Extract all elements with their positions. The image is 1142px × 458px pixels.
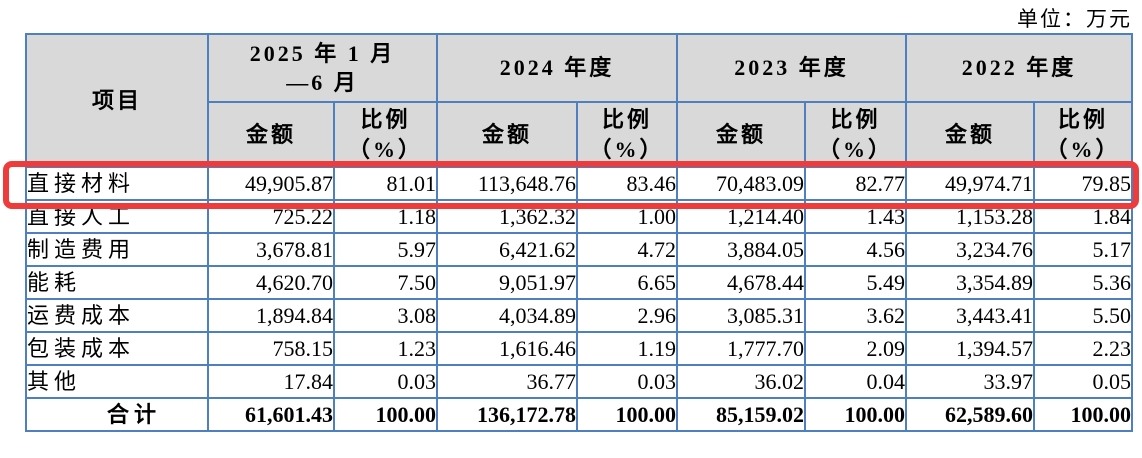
amount-header-2024: 金额	[436, 101, 578, 168]
ratio-cell: 5.50	[1033, 298, 1133, 333]
ratio-cell: 5.17	[1033, 232, 1133, 267]
ratio-cell: 1.43	[804, 199, 907, 234]
amount-cell: 1,153.28	[905, 199, 1035, 234]
amount-cell: 49,974.71	[905, 166, 1035, 201]
row-freight-cost: 运费成本 1,894.84 3.08 4,034.89 2.96 3,085.3…	[25, 298, 1133, 333]
label-cell: 运费成本	[25, 298, 209, 333]
period-header-2024: 2024 年度	[436, 33, 678, 103]
label-cell: 其他	[25, 364, 209, 399]
row-total: 合计 61,601.43 100.00 136,172.78 100.00 85…	[25, 397, 1133, 432]
row-other: 其他 17.84 0.03 36.77 0.03 36.02 0.04 33.9…	[25, 364, 1133, 399]
label-cell: 包装成本	[25, 331, 209, 366]
ratio-cell: 0.05	[1033, 364, 1133, 399]
ratio-cell: 82.77	[804, 166, 907, 201]
ratio-header-2024: 比例 （%）	[576, 101, 678, 168]
row-energy: 能耗 4,620.70 7.50 9,051.97 6.65 4,678.44 …	[25, 265, 1133, 300]
amount-cell: 70,483.09	[676, 166, 806, 201]
ratio-cell: 100.00	[1033, 397, 1133, 432]
amount-cell: 61,601.43	[207, 397, 335, 432]
ratio-cell: 1.84	[1033, 199, 1133, 234]
column-header-item: 项目	[25, 33, 209, 168]
ratio-cell: 100.00	[333, 397, 438, 432]
ratio-cell: 81.01	[333, 166, 438, 201]
ratio-cell: 7.50	[333, 265, 438, 300]
ratio-cell: 100.00	[576, 397, 678, 432]
amount-cell: 6,421.62	[436, 232, 578, 267]
amount-cell: 1,616.46	[436, 331, 578, 366]
amount-cell: 17.84	[207, 364, 335, 399]
ratio-cell: 2.09	[804, 331, 907, 366]
ratio-cell: 1.18	[333, 199, 438, 234]
amount-cell: 49,905.87	[207, 166, 335, 201]
amount-header-2023: 金额	[676, 101, 806, 168]
table-header-measure-row: 金额 比例 （%） 金额 比例 （%） 金额 比例 （%） 金额 比例 （%）	[26, 101, 1133, 168]
ratio-cell: 2.23	[1033, 331, 1133, 366]
ratio-cell: 5.49	[804, 265, 907, 300]
amount-cell: 3,085.31	[676, 298, 806, 333]
amount-cell: 1,362.32	[436, 199, 578, 234]
ratio-header-2025h1: 比例 （%）	[333, 101, 438, 168]
row-manufacturing-overhead: 制造费用 3,678.81 5.97 6,421.62 4.72 3,884.0…	[25, 232, 1133, 267]
cost-structure-table: 项目 2025 年 1 月 —6 月 2024 年度 2023 年度 2022 …	[25, 33, 1133, 432]
amount-cell: 725.22	[207, 199, 335, 234]
ratio-cell: 3.62	[804, 298, 907, 333]
row-direct-labor: 直接人工 725.22 1.18 1,362.32 1.00 1,214.40 …	[25, 199, 1133, 234]
amount-cell: 4,620.70	[207, 265, 335, 300]
amount-cell: 9,051.97	[436, 265, 578, 300]
ratio-header-2023: 比例 （%）	[804, 101, 907, 168]
period-header-2023: 2023 年度	[676, 33, 907, 103]
ratio-cell: 6.65	[576, 265, 678, 300]
amount-cell: 1,394.57	[905, 331, 1035, 366]
amount-cell: 4,678.44	[676, 265, 806, 300]
amount-cell: 3,884.05	[676, 232, 806, 267]
label-cell: 能耗	[25, 265, 209, 300]
amount-header-2025h1: 金额	[207, 101, 335, 168]
label-cell: 合计	[25, 397, 209, 432]
amount-cell: 1,777.70	[676, 331, 806, 366]
ratio-cell: 4.56	[804, 232, 907, 267]
ratio-cell: 1.00	[576, 199, 678, 234]
amount-cell: 1,214.40	[676, 199, 806, 234]
ratio-cell: 83.46	[576, 166, 678, 201]
amount-cell: 62,589.60	[905, 397, 1035, 432]
amount-cell: 3,678.81	[207, 232, 335, 267]
ratio-cell: 100.00	[804, 397, 907, 432]
amount-cell: 36.77	[436, 364, 578, 399]
amount-cell: 85,159.02	[676, 397, 806, 432]
ratio-cell: 79.85	[1033, 166, 1133, 201]
label-cell: 直接材料	[25, 166, 209, 201]
period-header-2022: 2022 年度	[905, 33, 1133, 103]
amount-cell: 33.97	[905, 364, 1035, 399]
label-cell: 直接人工	[25, 199, 209, 234]
label-cell: 制造费用	[25, 232, 209, 267]
amount-cell: 758.15	[207, 331, 335, 366]
ratio-cell: 3.08	[333, 298, 438, 333]
amount-cell: 3,443.41	[905, 298, 1035, 333]
table-header-period-row: 项目 2025 年 1 月 —6 月 2024 年度 2023 年度 2022 …	[25, 33, 1133, 168]
period-header-2025h1: 2025 年 1 月 —6 月	[207, 33, 438, 103]
amount-cell: 1,894.84	[207, 298, 335, 333]
ratio-cell: 2.96	[576, 298, 678, 333]
ratio-cell: 5.97	[333, 232, 438, 267]
ratio-cell: 5.36	[1033, 265, 1133, 300]
amount-cell: 113,648.76	[436, 166, 578, 201]
ratio-cell: 0.04	[804, 364, 907, 399]
ratio-cell: 4.72	[576, 232, 678, 267]
amount-cell: 3,354.89	[905, 265, 1035, 300]
amount-cell: 4,034.89	[436, 298, 578, 333]
row-packaging-cost: 包装成本 758.15 1.23 1,616.46 1.19 1,777.70 …	[25, 331, 1133, 366]
amount-header-2022: 金额	[905, 101, 1035, 168]
ratio-cell: 0.03	[333, 364, 438, 399]
ratio-header-2022: 比例 （%）	[1033, 101, 1133, 168]
ratio-cell: 1.19	[576, 331, 678, 366]
ratio-cell: 0.03	[576, 364, 678, 399]
unit-label: 单位：万元	[1017, 7, 1132, 31]
amount-cell: 136,172.78	[436, 397, 578, 432]
amount-cell: 3,234.76	[905, 232, 1035, 267]
row-direct-materials: 直接材料 49,905.87 81.01 113,648.76 83.46 70…	[25, 166, 1133, 201]
ratio-cell: 1.23	[333, 331, 438, 366]
amount-cell: 36.02	[676, 364, 806, 399]
